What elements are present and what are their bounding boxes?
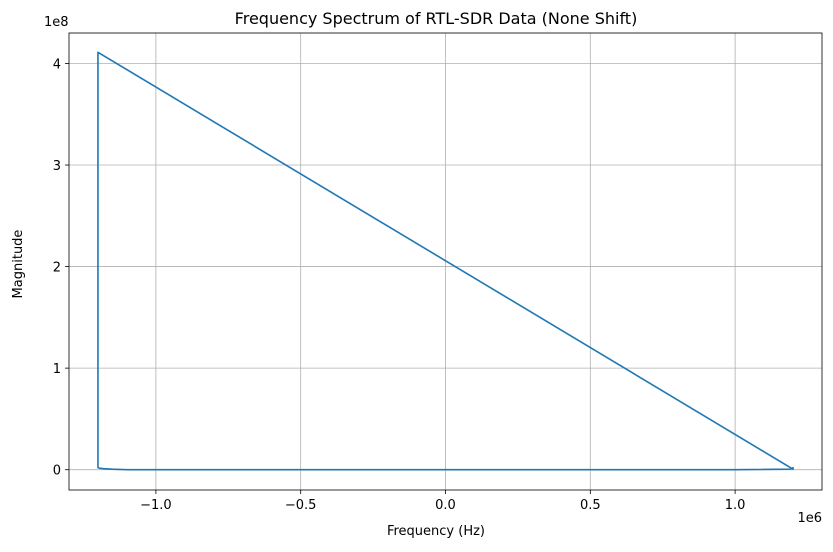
y-axis-label: Magnitude	[11, 230, 26, 299]
x-axis: −1.0 −0.5 0.0 0.5 1.0	[140, 490, 745, 513]
y-tick-label: 1	[53, 362, 61, 377]
x-tick-label: 1.0	[725, 498, 746, 513]
x-tick-label: 0.0	[435, 498, 456, 513]
y-axis: 0 1 2 3 4	[53, 57, 69, 479]
x-tick-label: −1.0	[140, 498, 172, 513]
series-line	[97, 51, 794, 471]
y-tick-label: 0	[53, 464, 61, 479]
series-layer	[97, 51, 794, 471]
chart-title: Frequency Spectrum of RTL-SDR Data (None…	[235, 9, 638, 28]
x-axis-label: Frequency (Hz)	[387, 524, 485, 539]
y-offset-label: 1e8	[44, 15, 69, 30]
y-tick-label: 4	[53, 57, 61, 72]
y-tick-label: 2	[53, 261, 61, 276]
x-offset-label: 1e6	[797, 511, 822, 526]
y-tick-label: 3	[53, 159, 61, 174]
x-tick-label: 0.5	[580, 498, 601, 513]
x-tick-label: −0.5	[285, 498, 317, 513]
